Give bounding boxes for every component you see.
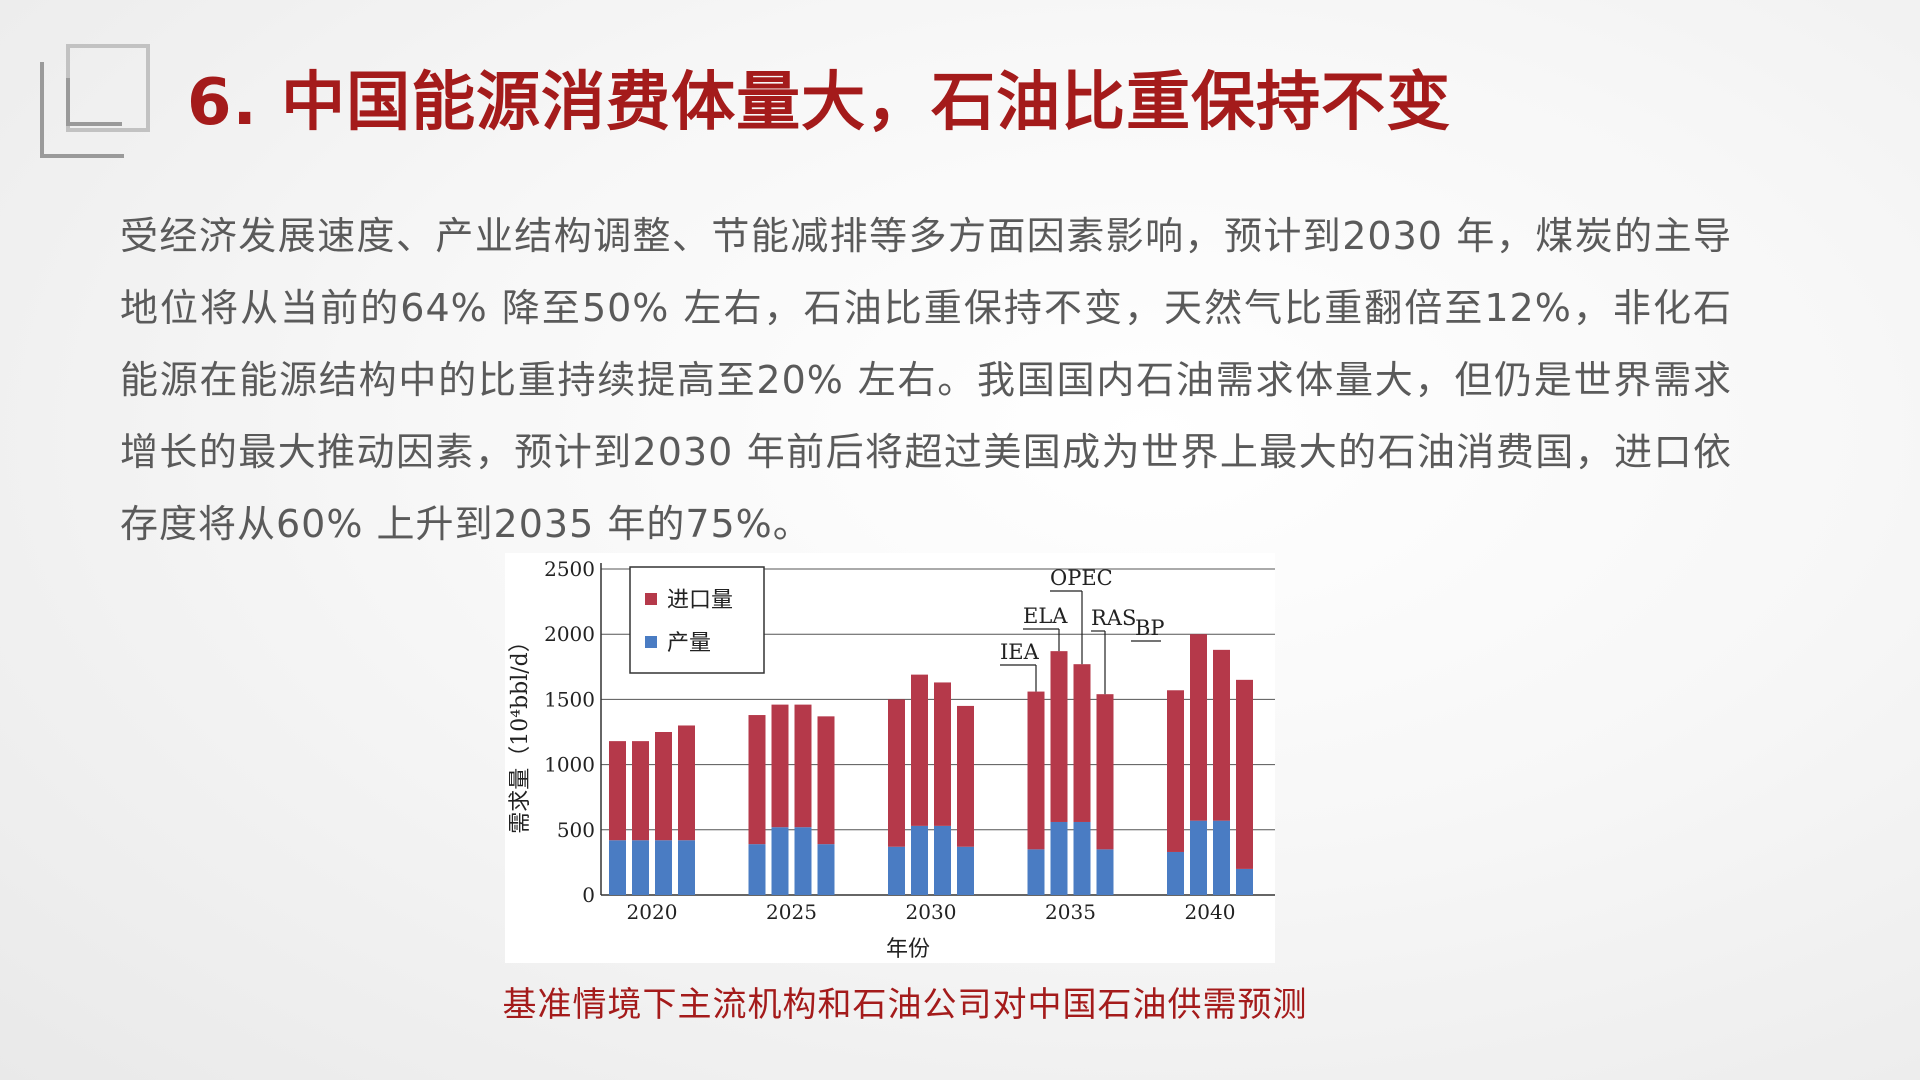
production-bar	[1050, 821, 1068, 895]
x-tick-label: 2035	[1045, 900, 1096, 924]
production-bar	[1027, 849, 1045, 895]
import-bar	[1213, 649, 1230, 821]
production-bar	[632, 840, 649, 895]
chart: 0 500 1000 1500 2000 2500 2020 2025 2030 2035 2040…	[508, 557, 1275, 962]
figure-caption: 基准情境下主流机构和石油公司对中国石油供需预测	[502, 985, 1308, 1025]
annotation-label: ELA	[1023, 604, 1068, 628]
production-bar	[817, 844, 835, 895]
legend-box	[629, 566, 765, 674]
y-tick-label: 0	[582, 883, 595, 907]
x-tick-label: 2020	[627, 900, 678, 924]
import-bar	[888, 699, 905, 847]
production-bar	[1190, 820, 1207, 895]
production-bar	[1236, 868, 1253, 895]
annotation-label: BP	[1135, 616, 1165, 640]
production-bar	[748, 844, 766, 895]
import-bar	[1096, 694, 1114, 850]
import-bar	[632, 741, 649, 841]
body-text: 受经济发展速度、产业结构调整、节能减排等多方面因素影响，预计到2030 年，煤炭…	[120, 214, 1732, 546]
y-axis-title: 需求量（10⁴bbl/d）	[508, 630, 533, 834]
import-bar	[1236, 679, 1253, 869]
y-tick-label: 2000	[544, 622, 595, 646]
x-tick-label: 2030	[906, 900, 957, 924]
chart-figure: 0 500 1000 1500 2000 2500 2020 2025 2030 2035 2040…	[505, 553, 1275, 963]
import-bar	[957, 705, 974, 847]
production-bar	[888, 846, 905, 895]
import-bar	[794, 704, 812, 828]
import-bar	[678, 725, 695, 841]
corner-logo	[40, 44, 150, 158]
annotation-label: OPEC	[1050, 566, 1113, 590]
production-bar	[934, 825, 951, 895]
production-bar	[1167, 851, 1184, 895]
production-bar	[1073, 821, 1091, 895]
import-bar	[911, 674, 928, 826]
annotation-label: IEA	[1000, 640, 1040, 664]
import-bar	[934, 682, 951, 826]
import-bar	[1167, 690, 1184, 852]
legend-label-import: 进口量	[667, 588, 733, 613]
annotation-label: RAS	[1091, 606, 1136, 630]
import-bar	[817, 716, 835, 845]
production-bar	[1096, 849, 1114, 895]
import-bar	[771, 704, 789, 828]
y-tick-label: 2500	[544, 557, 595, 581]
x-axis-title: 年份	[886, 937, 930, 962]
import-bar	[609, 741, 626, 841]
import-bar	[748, 715, 766, 845]
production-bar	[678, 840, 695, 895]
production-bar	[771, 827, 789, 895]
production-bar	[1213, 820, 1230, 895]
legend-swatch-production	[645, 636, 657, 648]
import-bar	[1190, 634, 1207, 821]
production-bar	[794, 827, 812, 895]
production-bar	[609, 840, 626, 895]
y-tick-label: 1500	[544, 687, 595, 711]
import-bar	[1027, 691, 1045, 850]
y-tick-label: 500	[557, 818, 595, 842]
page-title: 6. 中国能源消费体量大，石油比重保持不变	[187, 66, 1452, 140]
x-tick-label: 2040	[1185, 900, 1236, 924]
import-bar	[1073, 664, 1091, 822]
legend-swatch-import	[645, 593, 657, 605]
production-bar	[911, 825, 928, 895]
import-bar	[1050, 651, 1068, 822]
y-tick-label: 1000	[544, 753, 595, 777]
production-bar	[655, 840, 672, 895]
production-bar	[957, 846, 974, 895]
legend-label-production: 产量	[667, 631, 711, 656]
import-bar	[655, 732, 672, 841]
x-tick-label: 2025	[766, 900, 817, 924]
